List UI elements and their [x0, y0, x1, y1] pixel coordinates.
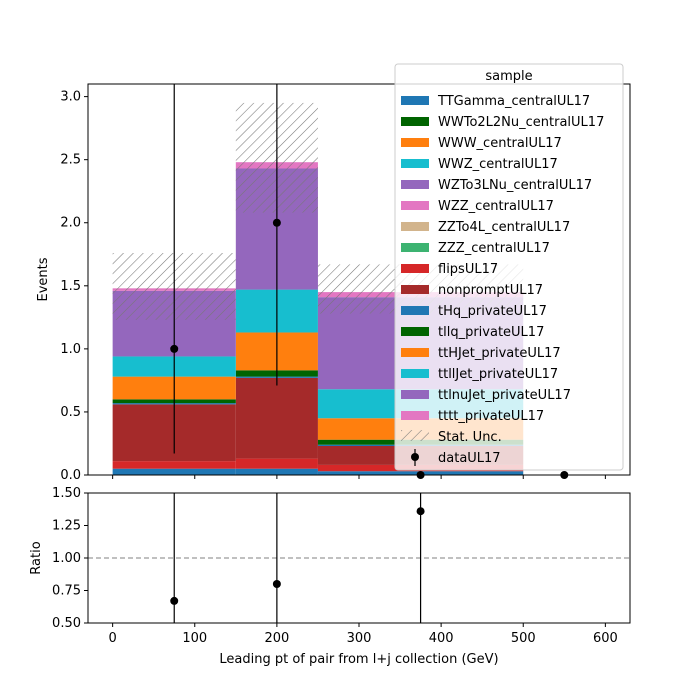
bar-nonpromptUL17-bin1	[235, 377, 318, 459]
main-ytick-label-1: 0.5	[60, 405, 81, 420]
legend-swatch-9	[401, 285, 429, 294]
ratio-xlabel: Leading pt of pair from l+j collection (…	[219, 652, 498, 667]
legend-label-7: ZZZ_centralUL17	[438, 241, 550, 256]
legend-label-5: WZZ_centralUL17	[438, 199, 554, 214]
main-ytick-label-6: 3.0	[60, 90, 81, 105]
legend-swatch-4	[401, 180, 429, 189]
legend-swatch-0	[401, 96, 429, 105]
legend-label-15: tttt_privateUL17	[438, 409, 544, 424]
ratio-ytick-label-1: 0.75	[52, 584, 81, 599]
legend-label-12: ttHJet_privateUL17	[438, 346, 561, 361]
data-point-0	[170, 344, 179, 353]
bar-flipsUL17-bin0	[112, 461, 236, 469]
legend-label-10: tHq_privateUL17	[438, 304, 547, 319]
bar-TTGamma_centralUL17-bin1	[235, 468, 318, 475]
legend-label-2: WWW_centralUL17	[438, 136, 562, 151]
legend-label-6: ZZTo4L_centralUL17	[438, 220, 570, 235]
ratio-point-1	[272, 580, 281, 588]
ratio-ytick-label-3: 1.25	[52, 519, 81, 534]
ratio-xtick-label-4: 400	[429, 631, 454, 646]
ratio-point-0	[170, 596, 179, 605]
main-ytick-label-3: 1.5	[60, 279, 81, 294]
legend-label-9: nonpromptUL17	[438, 283, 543, 298]
legend-swatch-1	[401, 117, 429, 126]
legend-swatch-2	[401, 138, 429, 147]
legend-box	[394, 63, 624, 471]
ratio-xtick-label-3: 300	[347, 631, 372, 646]
legend-swatch-14	[401, 390, 429, 399]
ratio-point-2	[416, 507, 425, 516]
legend-swatch-11	[401, 327, 429, 336]
main-ylabel: Events	[36, 257, 51, 301]
ratio-xtick-label-1: 100	[182, 631, 207, 646]
legend-title: sample	[485, 69, 532, 84]
ratio-ytick-label-0: 0.50	[52, 616, 81, 631]
legend-swatch-5	[401, 201, 429, 210]
main-ytick-label-4: 2.0	[60, 216, 81, 231]
legend-swatch-7	[401, 243, 429, 252]
legend-label-14: ttlnuJet_privateUL17	[438, 388, 571, 403]
legend-label-1: WWTo2L2Nu_centralUL17	[438, 115, 604, 130]
ratio-xtick-label-2: 200	[264, 631, 289, 646]
data-point-1	[272, 218, 281, 227]
main-ytick-label-5: 2.5	[60, 153, 81, 168]
legend-swatch-8	[401, 264, 429, 273]
ratio-panel: 0.50 0.75 1.00 1.25 1.50 0 100 200 300 400 500 600 R…	[29, 486, 631, 667]
ratio-ytick-label-2: 1.00	[52, 551, 81, 566]
legend-swatch-13	[401, 369, 429, 378]
legend-label-4: WZTo3LNu_centralUL17	[438, 178, 592, 193]
legend-label-3: WWZ_centralUL17	[438, 157, 558, 172]
ratio-xtick-label-0: 0	[108, 631, 116, 646]
legend-label-11: tllq_privateUL17	[438, 325, 544, 340]
legend-swatch-3	[401, 159, 429, 168]
legend-data-marker	[411, 453, 419, 461]
ratio-ylabel: Ratio	[29, 541, 44, 574]
ratio-xtick-label-5: 500	[511, 631, 536, 646]
main-ytick-label-2: 1.0	[60, 342, 81, 357]
bar-TTGamma_centralUL17-bin0	[112, 468, 236, 475]
legend-label-0: TTGamma_centralUL17	[437, 94, 590, 109]
main-ytick-label-0: 0.0	[60, 468, 81, 483]
legend-label-13: ttllJet_privateUL17	[438, 367, 558, 382]
legend: sample TTGamma_centralUL17 WWTo2L2Nu_centr…	[394, 63, 624, 471]
bar-flipsUL17-bin1	[235, 458, 318, 469]
legend-swatch-6	[401, 222, 429, 231]
legend-label-stat-unc: Stat. Unc.	[438, 430, 502, 445]
ratio-xtick-label-6: 600	[593, 631, 618, 646]
legend-label-8: flipsUL17	[438, 262, 498, 277]
legend-swatch-15	[401, 411, 429, 420]
legend-label-data: dataUL17	[438, 451, 501, 466]
ratio-ytick-label-4: 1.50	[52, 486, 81, 501]
legend-swatch-stat-unc	[401, 430, 429, 441]
legend-swatch-10	[401, 306, 429, 315]
legend-swatch-12	[401, 348, 429, 357]
